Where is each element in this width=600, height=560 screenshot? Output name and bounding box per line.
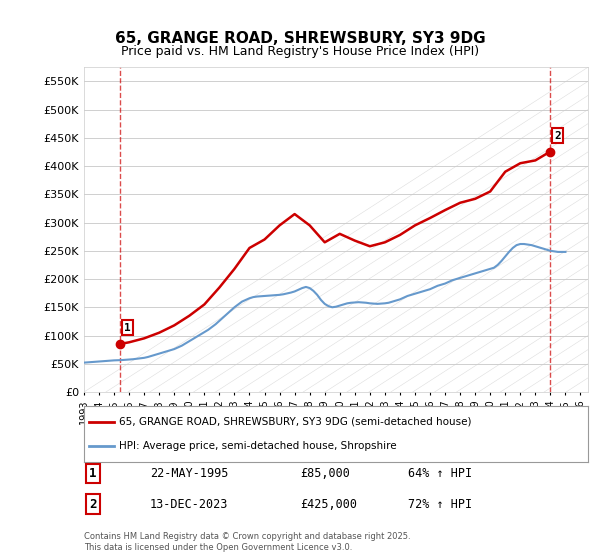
- Text: 72% ↑ HPI: 72% ↑ HPI: [408, 497, 472, 511]
- Text: 2: 2: [554, 130, 561, 141]
- Text: 64% ↑ HPI: 64% ↑ HPI: [408, 466, 472, 480]
- Text: 65, GRANGE ROAD, SHREWSBURY, SY3 9DG (semi-detached house): 65, GRANGE ROAD, SHREWSBURY, SY3 9DG (se…: [119, 417, 472, 427]
- Text: £425,000: £425,000: [300, 497, 357, 511]
- Text: 1: 1: [89, 466, 97, 480]
- Text: 2: 2: [89, 497, 97, 511]
- Text: 65, GRANGE ROAD, SHREWSBURY, SY3 9DG: 65, GRANGE ROAD, SHREWSBURY, SY3 9DG: [115, 31, 485, 46]
- Text: HPI: Average price, semi-detached house, Shropshire: HPI: Average price, semi-detached house,…: [119, 441, 397, 451]
- Text: 1: 1: [124, 323, 131, 333]
- Text: £85,000: £85,000: [300, 466, 350, 480]
- Text: Contains HM Land Registry data © Crown copyright and database right 2025.
This d: Contains HM Land Registry data © Crown c…: [84, 532, 410, 552]
- Text: Price paid vs. HM Land Registry's House Price Index (HPI): Price paid vs. HM Land Registry's House …: [121, 45, 479, 58]
- Text: 22-MAY-1995: 22-MAY-1995: [150, 466, 229, 480]
- Text: 13-DEC-2023: 13-DEC-2023: [150, 497, 229, 511]
